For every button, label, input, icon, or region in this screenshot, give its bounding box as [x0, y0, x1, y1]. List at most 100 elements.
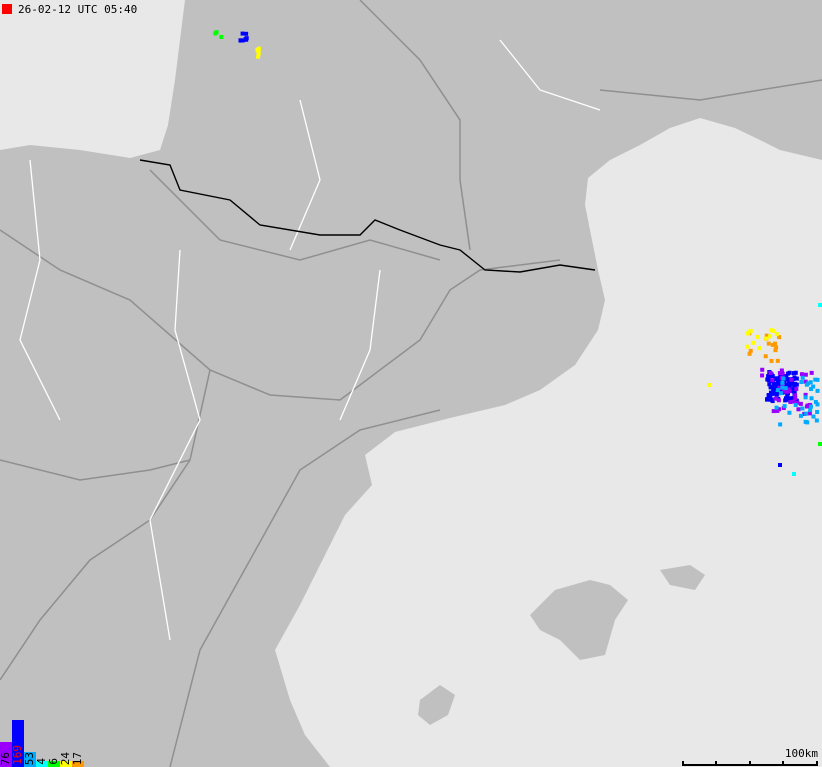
strike-marker — [777, 335, 782, 340]
strike-marker — [219, 34, 224, 39]
strike-marker — [809, 370, 814, 375]
strike-marker — [783, 376, 788, 381]
strike-marker — [774, 332, 779, 337]
strike-marker — [240, 31, 245, 36]
strike-marker — [747, 351, 752, 356]
strike-marker — [707, 383, 711, 387]
strike-marker — [804, 382, 809, 387]
strike-marker — [792, 472, 796, 476]
strike-marker — [809, 396, 814, 401]
strike-marker — [772, 383, 777, 388]
strike-marker — [793, 395, 798, 400]
strike-marker — [767, 373, 772, 378]
legend-bar: 24 — [59, 747, 72, 767]
strike-marker — [809, 386, 814, 391]
strike-marker — [811, 384, 816, 389]
strike-marker — [781, 376, 786, 381]
strike-marker — [798, 401, 803, 406]
strike-marker — [768, 384, 773, 389]
strike-count-legend: 76 169 53 4 6 24 17 — [0, 720, 84, 767]
strike-marker — [768, 328, 773, 333]
strike-marker — [773, 396, 778, 401]
status-indicator — [2, 4, 12, 14]
strike-marker — [787, 370, 792, 375]
strike-marker — [780, 373, 785, 378]
strike-marker — [792, 375, 797, 380]
strike-marker — [803, 392, 808, 397]
legend-bar: 6 — [47, 747, 60, 767]
scale-label: 100km — [784, 747, 818, 760]
strike-marker — [773, 348, 778, 353]
strike-marker — [773, 341, 778, 346]
strike-marker — [776, 398, 781, 403]
strike-marker — [767, 382, 772, 387]
strike-marker — [791, 399, 796, 404]
timestamp-header: 26-02-12 UTC 05:40 — [0, 0, 144, 18]
legend-bar: 17 — [71, 747, 84, 767]
strike-marker — [256, 54, 261, 59]
strike-marker — [798, 413, 803, 418]
legend-bar: 76 — [0, 742, 12, 767]
strike-marker — [815, 409, 820, 414]
strike-marker — [813, 377, 818, 382]
strike-marker — [763, 354, 768, 359]
legend-bar: 53 — [23, 747, 36, 767]
strike-marker — [244, 31, 249, 36]
strike-marker — [818, 442, 822, 446]
strike-marker — [240, 38, 245, 43]
strike-marker — [815, 377, 820, 382]
strike-marker — [804, 411, 809, 416]
strike-marker — [800, 406, 805, 411]
timestamp: 26-02-12 UTC 05:40 — [18, 2, 138, 16]
strike-marker — [787, 410, 792, 415]
strike-marker — [751, 340, 756, 345]
strike-marker — [786, 387, 791, 392]
strike-marker — [768, 334, 773, 339]
strike-marker — [786, 396, 791, 401]
legend-count: 17 — [71, 751, 84, 765]
strike-marker — [774, 405, 779, 410]
strike-marker — [256, 49, 261, 54]
strike-marker — [783, 398, 788, 403]
strike-marker — [785, 393, 790, 398]
strike-marker — [794, 382, 799, 387]
national-border — [139, 159, 596, 273]
strike-marker — [799, 380, 804, 385]
strike-marker — [815, 388, 820, 393]
strike-marker — [769, 397, 774, 402]
strike-marker — [777, 371, 782, 376]
strike-marker — [794, 387, 799, 392]
strike-marker — [799, 372, 804, 377]
strike-marker — [776, 382, 781, 387]
strike-marker — [794, 376, 799, 381]
strike-marker — [778, 463, 782, 467]
mallorca — [530, 580, 628, 660]
strike-marker — [775, 388, 780, 393]
strike-marker — [787, 380, 792, 385]
strike-marker — [775, 408, 780, 413]
strike-marker — [785, 377, 790, 382]
strike-marker — [765, 397, 770, 402]
strike-marker — [793, 402, 798, 407]
strike-marker — [792, 390, 797, 395]
strike-marker — [771, 388, 776, 393]
strike-marker — [784, 382, 789, 387]
strike-marker — [783, 396, 788, 401]
strike-marker — [795, 400, 800, 405]
strike-marker — [777, 378, 782, 383]
strike-marker — [803, 379, 808, 384]
strike-marker — [805, 420, 810, 425]
strike-marker — [780, 371, 785, 376]
strike-marker — [811, 414, 816, 419]
strike-marker — [782, 404, 787, 409]
strike-marker — [808, 407, 813, 412]
strike-marker — [771, 328, 776, 333]
strike-marker — [748, 329, 753, 334]
strike-marker — [769, 358, 774, 363]
strike-marker — [256, 46, 261, 51]
strike-marker — [745, 331, 750, 336]
legend-bar: 4 — [35, 747, 48, 767]
